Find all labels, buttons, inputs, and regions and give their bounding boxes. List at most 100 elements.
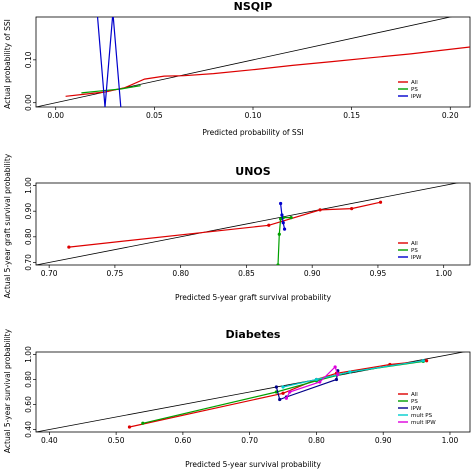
y-tick-label: 1.00	[24, 346, 33, 363]
data-point	[281, 385, 285, 389]
y-tick-label: 0.80	[24, 371, 33, 388]
series-line-ps	[277, 217, 292, 265]
x-tick-label: 0.40	[41, 436, 58, 445]
plot-area	[35, 351, 471, 433]
chart-title: Diabetes	[226, 328, 281, 341]
legend-label: PS	[411, 87, 418, 93]
y-tick-label: 0.60	[24, 396, 33, 413]
data-point	[334, 377, 339, 382]
plot-frame	[35, 351, 471, 433]
data-point	[318, 208, 322, 212]
series-line-all	[129, 360, 427, 428]
x-tick-label: 0.90	[375, 436, 392, 445]
y-axis-label: Actual 5-year graft survival probability	[3, 153, 12, 298]
series-group	[36, 183, 459, 265]
data-point	[348, 370, 352, 374]
series-line-mult-ps	[282, 360, 424, 388]
y-axis-label: Actual 5-year survival probability	[3, 328, 12, 453]
series-line-ipw	[96, 17, 122, 107]
data-point	[314, 377, 319, 382]
x-tick-label: 0.70	[41, 269, 58, 278]
y-tick-label: 0.90	[24, 203, 33, 220]
data-point	[279, 201, 283, 206]
x-tick-label: 0.80	[308, 436, 325, 445]
data-point	[141, 421, 145, 425]
x-tick-label: 0.95	[370, 269, 387, 278]
data-point	[284, 396, 288, 400]
plot-frame	[35, 182, 471, 266]
series-line-mult-ipw	[285, 365, 339, 399]
x-tick-label: 0.90	[304, 269, 321, 278]
y-tick-label: 0.40	[24, 421, 33, 438]
tick-labels: 0.40 0.50 0.60 0.70 0.80 0.90 1.00 0.40 0.60 0.80…	[24, 346, 459, 445]
legend-label: All	[411, 241, 418, 247]
legend-label: All	[411, 80, 418, 86]
x-tick-label: 1.00	[442, 436, 459, 445]
data-point	[318, 380, 322, 384]
x-axis-label: Predicted 5-year survival probability	[185, 460, 321, 469]
legend-label: IPW	[411, 406, 422, 412]
data-point	[282, 227, 287, 231]
tick-labels: 0.70 0.75 0.80 0.85 0.90 0.95 1.00 0.70 0.80 0.90…	[24, 177, 452, 278]
legend-label: PS	[411, 399, 418, 405]
data-point	[276, 263, 280, 265]
legend-label: PS	[411, 248, 418, 254]
data-point	[289, 215, 293, 220]
tick-labels: 0.00 0.05 0.10 0.15 0.20 0.00 0.10	[24, 51, 459, 120]
x-tick-label: 1.00	[435, 269, 452, 278]
data-point	[281, 221, 285, 225]
data-point	[127, 425, 132, 429]
series-line-ipw	[280, 203, 286, 230]
series-line-all	[68, 201, 381, 248]
series-group	[36, 17, 470, 107]
x-tick-label: 0.00	[47, 111, 64, 120]
y-tick-label: 0.00	[24, 94, 33, 111]
data-point	[67, 245, 71, 249]
panel-unos: UNOS Predicted 5-year graft survival pro…	[3, 153, 471, 302]
x-axis-label: Predicted 5-year graft survival probabil…	[175, 293, 332, 302]
legend-label: mult IPW	[411, 420, 436, 426]
y-tick-label: 1.00	[24, 177, 33, 194]
data-point	[350, 207, 354, 211]
data-point	[336, 372, 340, 377]
x-tick-label: 0.85	[238, 269, 255, 278]
data-point	[280, 213, 284, 217]
series-group	[36, 352, 466, 432]
chart-title: UNOS	[235, 165, 270, 178]
plot-area	[35, 182, 471, 266]
y-axis-label: Actual probability of SSI	[3, 19, 12, 109]
x-tick-label: 0.80	[172, 269, 189, 278]
x-tick-label: 0.10	[245, 111, 262, 120]
data-point	[279, 217, 283, 221]
x-tick-label: 0.50	[108, 436, 125, 445]
x-tick-label: 0.05	[146, 111, 163, 120]
x-tick-label: 0.75	[107, 269, 124, 278]
x-tick-label: 0.70	[241, 436, 258, 445]
y-tick-label: 0.70	[24, 254, 33, 271]
data-point	[333, 365, 337, 369]
chart-title: NSQIP	[234, 0, 273, 13]
data-point	[281, 391, 285, 395]
panel-nsqip: NSQIP Predicted probability of SSI Actua…	[3, 0, 471, 137]
data-point	[267, 223, 271, 227]
reference-line	[36, 183, 459, 265]
x-tick-label: 0.20	[442, 111, 459, 120]
legend-label: mult PS	[411, 413, 433, 419]
legend-label: IPW	[411, 94, 422, 100]
x-tick-label: 0.60	[175, 436, 192, 445]
data-point	[288, 390, 292, 394]
data-point	[425, 359, 429, 363]
data-point	[378, 200, 383, 204]
series-line-ps	[81, 85, 141, 94]
legend-label: IPW	[411, 255, 422, 261]
legend-label: All	[411, 392, 418, 398]
data-point	[274, 385, 278, 389]
y-tick-label: 0.80	[24, 228, 33, 245]
panel-diabetes: Diabetes Predicted 5-year survival proba…	[3, 328, 471, 469]
data-point	[278, 397, 282, 402]
plot-frame	[35, 16, 471, 108]
